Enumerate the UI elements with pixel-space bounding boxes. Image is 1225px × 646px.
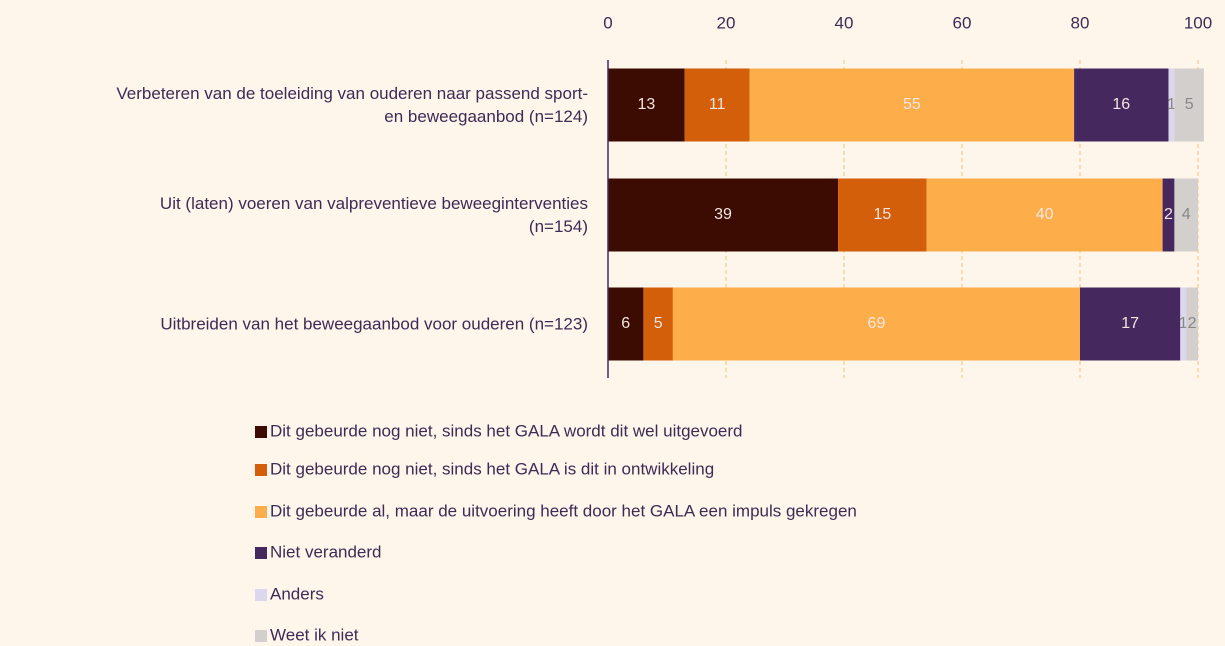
- bar-segment: [608, 68, 685, 142]
- bar-segment: [684, 68, 750, 142]
- legend-swatch: [255, 426, 267, 438]
- legend-swatch: [255, 547, 267, 559]
- data-label: 16: [1112, 96, 1130, 113]
- legend-swatch: [255, 506, 267, 518]
- data-label: 13: [637, 96, 655, 113]
- category-label: Uitbreiden van het beweegaanbod voor oud…: [160, 314, 588, 334]
- data-label: 40: [1036, 206, 1054, 223]
- x-tick-label: 100: [1184, 13, 1212, 32]
- bar-segment: [1074, 68, 1169, 142]
- data-label: 1: [1167, 96, 1176, 113]
- bar-segment: [608, 178, 839, 252]
- category-label: Verbeteren van de toeleiding van ouderen…: [116, 84, 588, 126]
- bar-segment: [643, 287, 673, 361]
- legend-label: Niet veranderd: [270, 542, 382, 561]
- bar-segment: [672, 287, 1080, 361]
- data-label: 5: [654, 315, 663, 332]
- x-tick-label: 20: [717, 13, 736, 32]
- bar-segment: [1186, 287, 1198, 361]
- x-tick-label: 0: [603, 13, 612, 32]
- category-label: Uit (laten) voeren van valpreventieve be…: [159, 194, 588, 236]
- bar-segment: [749, 68, 1075, 142]
- legend-label: Dit gebeurde nog niet, sinds het GALA is…: [270, 459, 714, 478]
- data-label: 15: [873, 206, 891, 223]
- data-label: 2: [1164, 206, 1173, 223]
- data-label: 6: [621, 315, 630, 332]
- bar-segment: [838, 178, 927, 252]
- data-label: 55: [903, 96, 921, 113]
- legend-label: Dit gebeurde al, maar de uitvoering heef…: [270, 501, 857, 520]
- x-tick-label: 80: [1071, 13, 1090, 32]
- legend-label: Anders: [270, 584, 324, 603]
- legend-swatch: [255, 630, 267, 642]
- bar-segment: [926, 178, 1163, 252]
- data-label: 1: [1179, 315, 1188, 332]
- data-label: 11: [709, 96, 726, 113]
- bar-segment: [1168, 68, 1175, 142]
- bar-segment: [1174, 178, 1198, 252]
- legend-label: Dit gebeurde nog niet, sinds het GALA wo…: [270, 421, 743, 440]
- data-label: 4: [1182, 206, 1191, 223]
- data-label: 5: [1185, 96, 1194, 113]
- bar-segment: [1080, 287, 1181, 361]
- data-label: 39: [714, 206, 732, 223]
- legend-swatch: [255, 589, 267, 601]
- legend-swatch: [255, 464, 267, 476]
- data-label: 17: [1121, 315, 1139, 332]
- bar-segment: [608, 287, 644, 361]
- bar-segment: [1180, 287, 1187, 361]
- x-tick-label: 40: [835, 13, 854, 32]
- bar-segment: [1174, 68, 1204, 142]
- x-tick-label: 60: [953, 13, 972, 32]
- bar-segment: [1162, 178, 1175, 252]
- data-label: 2: [1188, 315, 1197, 332]
- data-label: 69: [868, 315, 886, 332]
- legend-label: Weet ik niet: [270, 625, 359, 644]
